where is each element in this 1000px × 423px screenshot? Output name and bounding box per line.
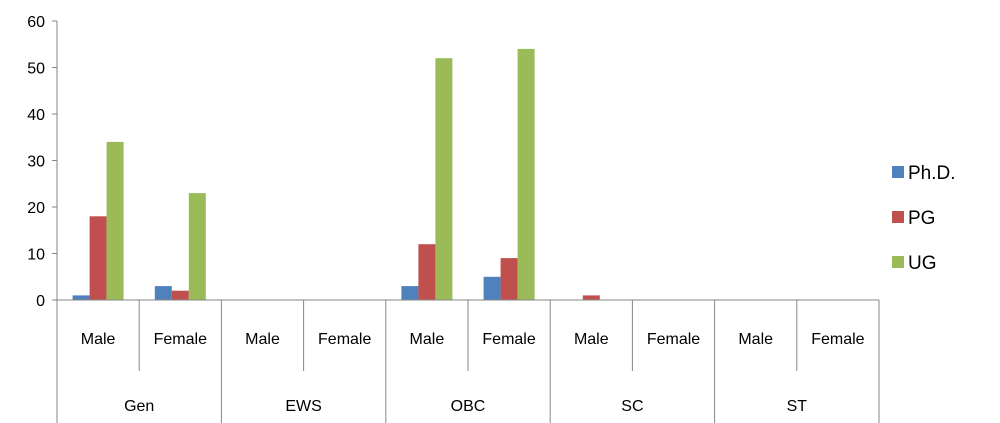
y-tick-label: 30 [27,154,45,171]
y-tick-label: 20 [27,200,45,217]
bar-phd-0 [72,295,90,300]
bars-layer [72,48,600,301]
category-label: Male [81,331,116,348]
category-label: Female [482,331,535,348]
group-label: OBC [451,398,486,415]
legend: Ph.D. PG UG [892,163,956,274]
group-label: SC [621,398,643,415]
category-label: Female [318,331,371,348]
group-label: EWS [285,398,321,415]
legend-label: PG [908,208,935,229]
labels-layer: 0 10 20 30 40 50 60 Male Female Gen Male Female EWS M… [27,14,864,415]
category-label: Male [738,331,773,348]
bar-phd-1 [154,286,172,300]
category-label: Female [647,331,700,348]
bar-pg-1 [171,290,189,300]
bar-ug-0 [106,141,124,300]
bar-ug-5 [517,48,535,301]
bar-pg-4 [418,244,436,300]
y-tick-label: 0 [36,293,45,310]
bar-phd-4 [401,286,419,300]
legend-swatch-ug [892,256,904,268]
category-label: Female [811,331,864,348]
legend-label: Ph.D. [908,163,956,184]
bar-ug-4 [435,58,453,301]
legend-swatch-phd [892,166,904,178]
bar-phd-5 [483,276,501,301]
bar-ug-1 [188,193,206,300]
category-label: Male [410,331,445,348]
bar-pg-5 [500,258,518,300]
bar-pg-0 [89,216,107,300]
category-label: Male [574,331,609,348]
bar-pg-6 [582,295,600,300]
legend-swatch-pg [892,211,904,223]
legend-label: UG [908,253,937,274]
y-tick-label: 60 [27,14,45,31]
y-tick-label: 50 [27,61,45,78]
group-label: ST [787,398,808,415]
y-tick-label: 40 [27,107,45,124]
y-tick-label: 10 [27,247,45,264]
category-label: Male [245,331,280,348]
group-label: Gen [124,398,154,415]
axes-layer [52,20,880,423]
category-label: Female [154,331,207,348]
